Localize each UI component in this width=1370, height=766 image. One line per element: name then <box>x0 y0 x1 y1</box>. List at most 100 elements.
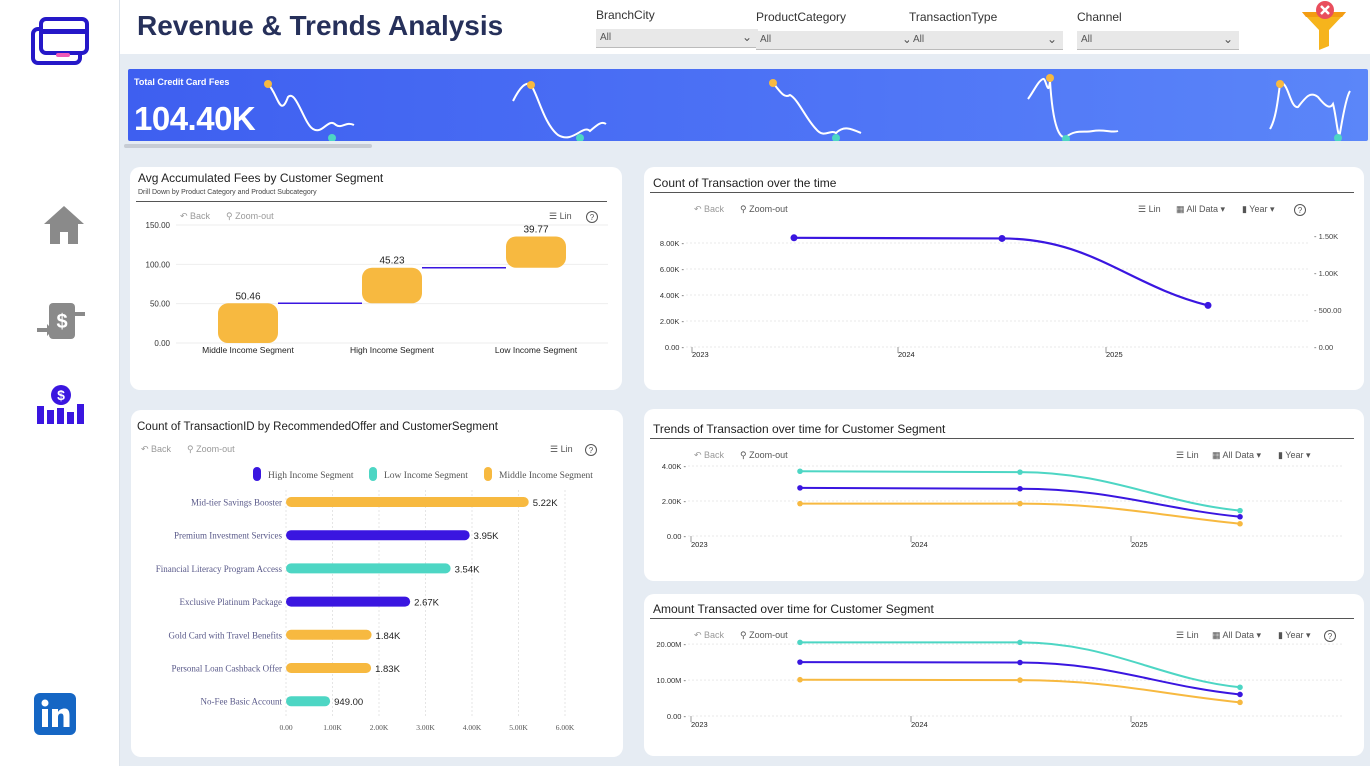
year-dropdown[interactable]: ▮ Year ▾ <box>1278 450 1311 460</box>
lin-button[interactable]: ☰ Lin <box>1176 450 1199 460</box>
series-line <box>799 661 1241 696</box>
kpi-scrollbar[interactable] <box>124 144 372 148</box>
data-point <box>1237 691 1243 698</box>
data-label: 3.95K <box>474 531 499 542</box>
sparkline-max-dot <box>1046 74 1054 82</box>
credit-card-icon[interactable] <box>30 16 90 66</box>
visual-toolbar: ↶ Back ⚲ Zoom-out ☰ Lin ▦ All Data ▾ ▮ Y… <box>694 450 1314 464</box>
x-tick-label: 2023 <box>691 540 708 549</box>
y-tick-label: 20.00M - <box>656 640 686 649</box>
transactiontype-value: All <box>913 34 925 45</box>
home-icon[interactable] <box>42 204 86 246</box>
kpi-label: Total Credit Card Fees <box>134 77 230 87</box>
y-tick-label: 4.00K - <box>662 462 687 471</box>
data-point <box>1017 659 1023 666</box>
revenue-chart-icon[interactable]: $ <box>35 384 87 426</box>
sparkline <box>267 83 355 132</box>
transactiontype-label: TransactionType <box>909 10 998 24</box>
y-tick-label: Financial Literacy Program Access <box>156 564 283 574</box>
zoom-out-button[interactable]: ⚲ Zoom-out <box>740 204 788 214</box>
y-tick-label: 0.00 - <box>667 712 687 721</box>
help-icon[interactable]: ? <box>1324 630 1336 642</box>
trends-card: Trends of Transaction over time for Cust… <box>644 409 1364 581</box>
x-tick-label: 2024 <box>898 350 915 359</box>
x-tick-label: 6.00K <box>556 723 575 732</box>
data-point <box>797 485 803 491</box>
help-icon[interactable]: ? <box>586 211 598 223</box>
bar <box>286 696 331 707</box>
back-button[interactable]: ↶ Back <box>141 444 172 454</box>
help-icon[interactable]: ? <box>585 444 597 456</box>
transactiontype-slicer[interactable]: TransactionType All ⌄ <box>909 10 1063 50</box>
x-tick-label: 4.00K <box>463 723 482 732</box>
x-tick-label: 2024 <box>911 540 928 549</box>
divider <box>650 192 1354 193</box>
bar <box>286 663 372 673</box>
data-label: 3.54K <box>455 564 480 575</box>
x-tick-label: 2023 <box>691 720 708 729</box>
x-tick-label: 2025 <box>1131 720 1148 729</box>
kpi-sparklines <box>264 74 1351 141</box>
card-title: Amount Transacted over time for Customer… <box>653 602 934 616</box>
data-label: 45.23 <box>379 256 404 267</box>
year-dropdown[interactable]: ▮ Year ▾ <box>1242 204 1275 214</box>
legend-label: Middle Income Segment <box>499 471 593 481</box>
lin-button[interactable]: ☰ Lin <box>1176 630 1199 640</box>
productcategory-slicer[interactable]: ProductCategory All ⌄ <box>756 10 918 50</box>
transactiontype-dropdown[interactable]: All ⌄ <box>909 31 1063 50</box>
branchcity-dropdown[interactable]: All ⌄ <box>596 29 758 48</box>
data-label: 949.00 <box>334 697 363 708</box>
y-tick-label: Exclusive Platinum Package <box>180 597 282 607</box>
help-icon[interactable]: ? <box>1294 204 1306 216</box>
channel-label: Channel <box>1077 10 1122 24</box>
y-tick-label: 0.00 - <box>667 532 687 541</box>
data-label: 1.83K <box>375 664 400 675</box>
back-button[interactable]: ↶ Back <box>694 450 725 460</box>
channel-value: All <box>1081 34 1093 45</box>
data-point <box>797 659 803 665</box>
card-title: Count of Transaction over the time <box>653 176 837 190</box>
channel-dropdown[interactable]: All ⌄ <box>1077 31 1239 50</box>
lin-button[interactable]: ☰ Lin <box>550 444 573 454</box>
data-point <box>1017 677 1023 683</box>
sparkline-min-dot <box>832 134 840 141</box>
y-tick-label: 150.00 <box>146 221 171 230</box>
x-tick-label: 2025 <box>1131 540 1148 549</box>
clear-filters-icon[interactable] <box>1298 0 1350 52</box>
legend-label: Low Income Segment <box>384 471 468 481</box>
series-line <box>799 486 1241 518</box>
productcategory-dropdown[interactable]: All ⌄ <box>756 31 918 50</box>
offers-chart: 0.00 1.00K 2.00K 3.00K 4.00K 5.00K 6.00K High I… <box>156 467 593 732</box>
year-dropdown[interactable]: ▮ Year ▾ <box>1278 630 1311 640</box>
y-tick-label: 2.00K - <box>660 317 685 326</box>
y-tick-label: No-Fee Basic Account <box>201 697 283 707</box>
series-line <box>800 641 1241 689</box>
zoom-out-button[interactable]: ⚲ Zoom-out <box>740 630 788 640</box>
back-button[interactable]: ↶ Back <box>180 211 211 221</box>
page-title: Revenue & Trends Analysis <box>137 10 504 41</box>
back-button[interactable]: ↶ Back <box>694 630 725 640</box>
y-tick-label: Mid-tier Savings Booster <box>191 498 282 508</box>
chevron-down-icon: ⌄ <box>1222 32 1233 46</box>
sparkline-max-dot <box>769 79 777 87</box>
sparkline-max-dot <box>264 80 272 88</box>
back-button[interactable]: ↶ Back <box>694 204 725 214</box>
channel-slicer[interactable]: Channel All ⌄ <box>1077 10 1239 50</box>
money-transfer-icon[interactable]: $ <box>35 300 87 342</box>
sparkline <box>772 82 862 135</box>
y-tick-label: 50.00 <box>150 300 171 309</box>
all-data-dropdown[interactable]: ▦ All Data ▾ <box>1212 630 1262 640</box>
zoom-out-button[interactable]: ⚲ Zoom-out <box>226 211 274 221</box>
linkedin-icon[interactable] <box>34 693 76 735</box>
zoom-out-button[interactable]: ⚲ Zoom-out <box>740 450 788 460</box>
zoom-out-button[interactable]: ⚲ Zoom-out <box>187 444 235 454</box>
branchcity-slicer[interactable]: BranchCity All ⌄ <box>596 8 758 48</box>
bar <box>286 530 470 541</box>
lin-button[interactable]: ☰ Lin <box>1138 204 1161 214</box>
all-data-dropdown[interactable]: ▦ All Data ▾ <box>1212 450 1262 460</box>
card-title: Trends of Transaction over time for Cust… <box>653 422 946 436</box>
lin-button[interactable]: ☰ Lin <box>549 211 572 221</box>
y-tick-label: 6.00K - <box>660 265 685 274</box>
all-data-dropdown[interactable]: ▦ All Data ▾ <box>1176 204 1226 214</box>
svg-text:$: $ <box>56 311 67 333</box>
